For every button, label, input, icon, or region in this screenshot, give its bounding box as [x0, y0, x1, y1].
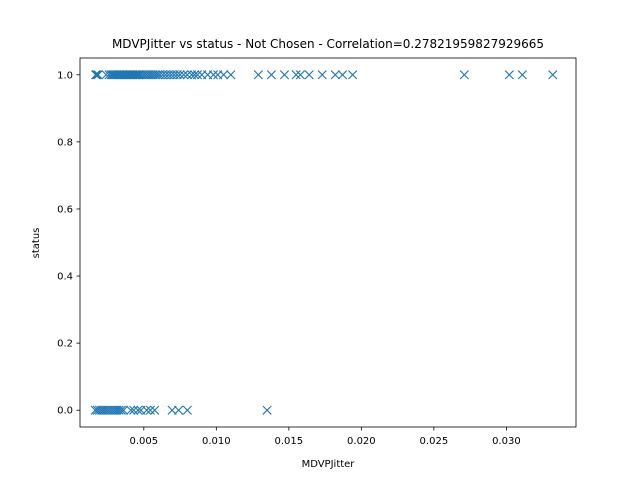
data-point [253, 70, 263, 80]
data-point [146, 70, 156, 80]
y-tick-label: 0.2 [57, 339, 73, 350]
data-point [116, 405, 126, 415]
y-tick-label: 0.6 [57, 204, 73, 215]
data-point [93, 70, 103, 80]
data-point [504, 70, 514, 80]
data-point [266, 70, 277, 80]
data-point [135, 70, 145, 80]
data-point [517, 70, 527, 80]
data-point [174, 405, 184, 415]
data-point [131, 70, 141, 80]
data-point [189, 70, 200, 80]
data-point [304, 70, 314, 80]
plot-area: 0.005 0.010 0.015 0.020 0.025 0.030 0.0 0.2 0.4… [57, 57, 577, 447]
data-point [92, 70, 102, 80]
data-point [548, 70, 558, 80]
data-markers [90, 70, 558, 415]
x-tick-label: 0.025 [420, 436, 449, 447]
data-point [167, 405, 177, 415]
data-point [291, 70, 301, 80]
data-point [218, 70, 229, 80]
y-tick-label: 1.0 [57, 70, 73, 81]
data-point [208, 70, 219, 80]
data-point [90, 405, 100, 415]
data-point [348, 70, 358, 80]
data-point [110, 405, 120, 415]
y-tick-label: 0.8 [57, 137, 73, 148]
data-point [137, 70, 147, 80]
data-point [118, 405, 129, 415]
data-point [150, 70, 161, 80]
data-point [129, 405, 139, 415]
data-point [139, 70, 150, 80]
data-point [172, 70, 182, 80]
x-axis-ticks: 0.005 0.010 0.015 0.020 0.025 0.030 [129, 427, 521, 447]
data-point [175, 70, 185, 80]
data-point [126, 405, 136, 415]
data-point [112, 405, 122, 415]
data-point [145, 405, 155, 415]
data-point [101, 405, 111, 415]
plot-frame [79, 57, 577, 428]
y-tick-label: 0.0 [57, 406, 73, 417]
data-point [91, 70, 101, 80]
chart-title: MDVPJitter vs status - Not Chosen - Corr… [112, 37, 544, 51]
data-point [317, 70, 327, 80]
data-point [262, 405, 272, 415]
y-axis-ticks: 0.0 0.2 0.4 0.6 0.8 1.0 [57, 70, 80, 417]
data-point [459, 70, 469, 80]
x-axis-label: MDVPJitter [302, 459, 356, 470]
data-point [150, 405, 160, 415]
data-point [148, 70, 158, 80]
x-tick-label: 0.005 [129, 436, 158, 447]
data-point [337, 70, 348, 80]
data-point [142, 70, 152, 80]
data-point [108, 405, 118, 415]
data-point [94, 405, 105, 415]
data-point [99, 405, 109, 415]
data-point [92, 405, 102, 415]
data-point [103, 405, 113, 415]
data-point [114, 405, 124, 415]
x-tick-label: 0.020 [347, 436, 376, 447]
data-point [279, 70, 290, 80]
data-point [182, 70, 192, 80]
data-point [182, 405, 192, 415]
data-point [295, 70, 306, 80]
data-point [192, 70, 203, 80]
y-axis-label: status [31, 228, 42, 259]
data-point [97, 405, 107, 415]
data-point [226, 70, 236, 80]
data-point [105, 405, 116, 415]
data-point [133, 405, 143, 415]
x-tick-label: 0.010 [202, 436, 231, 447]
x-tick-label: 0.015 [275, 436, 304, 447]
x-tick-label: 0.030 [492, 436, 521, 447]
data-point [144, 70, 154, 80]
data-point [179, 70, 189, 80]
data-point [142, 405, 152, 415]
data-point [330, 70, 340, 80]
y-tick-label: 0.4 [57, 272, 73, 283]
